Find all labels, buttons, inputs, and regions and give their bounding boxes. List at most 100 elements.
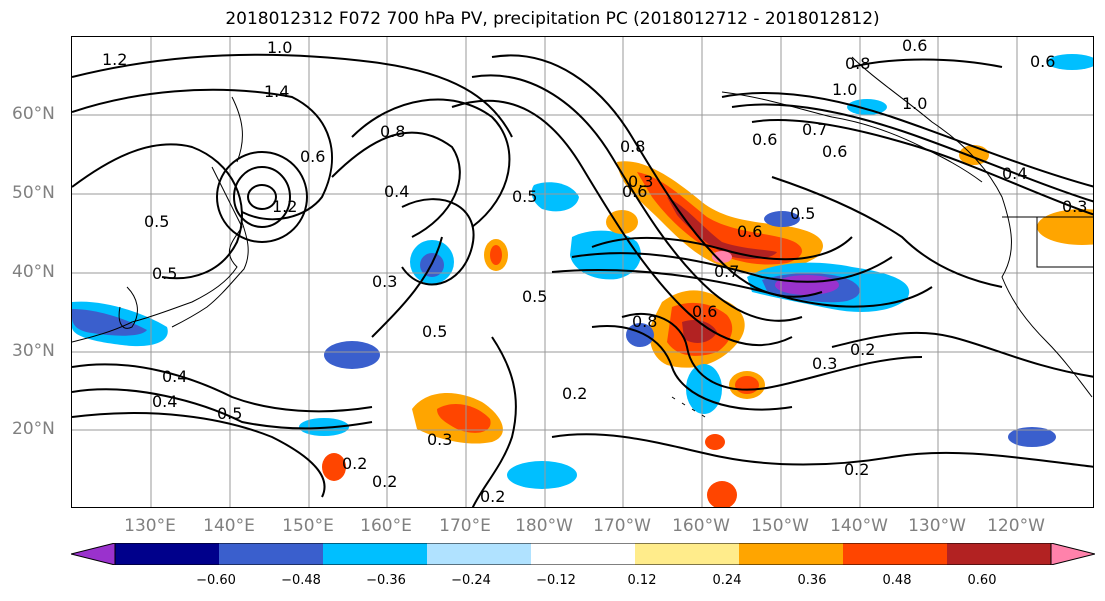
contour-label: 0.5 bbox=[152, 264, 177, 283]
precip-shading bbox=[72, 54, 1093, 507]
contour-label: 0.3 bbox=[427, 430, 452, 449]
contour-label: 0.3 bbox=[628, 172, 653, 191]
contour-label: 1.2 bbox=[272, 197, 297, 216]
korea-coast bbox=[118, 286, 138, 329]
pv-contour bbox=[451, 99, 793, 346]
pv-contour bbox=[247, 184, 277, 210]
lon-label: 130°W bbox=[908, 516, 966, 536]
contour-label: 0.4 bbox=[162, 367, 187, 386]
colorbar-segment bbox=[843, 543, 948, 565]
colorbar-segment bbox=[323, 543, 428, 565]
contour-label: 0.7 bbox=[802, 120, 827, 139]
pv-contour bbox=[72, 143, 243, 280]
contour-label: 1.0 bbox=[267, 38, 292, 57]
contour-label: 0.2 bbox=[850, 340, 875, 359]
pv-contour bbox=[751, 119, 1093, 216]
contour-label: 0.3 bbox=[1062, 197, 1087, 216]
precip-anomaly-wet-tropic-core bbox=[437, 404, 491, 433]
map-svg: 1.2 1.0 1.4 0.6 0.8 0.4 0.5 1.2 0.5 0.5 … bbox=[72, 37, 1093, 507]
contour-label: 0.2 bbox=[372, 472, 397, 491]
precip-anomaly-wet-peak bbox=[667, 197, 777, 260]
pv-contour bbox=[72, 363, 373, 413]
lon-label: 160°W bbox=[672, 516, 730, 536]
contour-label: 0.6 bbox=[752, 130, 777, 149]
contour-label: 0.6 bbox=[1030, 52, 1055, 71]
contour-label: 1.0 bbox=[902, 94, 927, 113]
pv-contour bbox=[571, 252, 893, 283]
precip-anomaly-dry-west-core bbox=[72, 309, 147, 336]
contour-label: 0.3 bbox=[812, 354, 837, 373]
pv-contour bbox=[72, 412, 326, 498]
precip-anomaly-wet-core bbox=[637, 172, 802, 265]
lat-label: 30°N bbox=[12, 341, 55, 361]
pv-contour bbox=[351, 98, 511, 228]
contour-label: 0.8 bbox=[845, 54, 870, 73]
lat-label: 50°N bbox=[12, 183, 55, 203]
pv-contour bbox=[621, 312, 923, 391]
precip-anomaly-wet-155w bbox=[707, 481, 737, 507]
pv-contour bbox=[831, 331, 1093, 378]
contour-label: 0.6 bbox=[692, 302, 717, 321]
colorbar-tick-label: 0.24 bbox=[712, 573, 742, 588]
pv-contour bbox=[216, 151, 308, 243]
pv-contour bbox=[371, 236, 443, 338]
kamchatka-coast bbox=[231, 96, 243, 163]
contour-label: 0.5 bbox=[522, 287, 547, 306]
hawaii-islands bbox=[671, 396, 706, 418]
colorbar-tick-label: −0.48 bbox=[281, 573, 321, 588]
colorbar-frame bbox=[114, 543, 1052, 565]
colorbar-segments bbox=[71, 543, 1095, 565]
pv-contour bbox=[471, 336, 517, 507]
precip-anomaly-dry-160e bbox=[324, 341, 380, 369]
lon-label: 150°W bbox=[751, 516, 809, 536]
colorbar-tick-label: 0.12 bbox=[627, 573, 657, 588]
lon-label: 140°E bbox=[203, 516, 255, 536]
contour-label: 0.7 bbox=[714, 262, 739, 281]
contour-label: 0.8 bbox=[620, 137, 645, 156]
pv-contours bbox=[72, 53, 1093, 507]
lon-label: 150°E bbox=[282, 516, 334, 536]
contour-label: 1.4 bbox=[264, 82, 289, 101]
coastlines bbox=[72, 56, 1093, 418]
contour-label: 0.6 bbox=[822, 142, 847, 161]
colorbar-tick-label: 0.36 bbox=[797, 573, 827, 588]
colorbar-tick-label: 0.48 bbox=[882, 573, 912, 588]
contour-label: 0.5 bbox=[512, 187, 537, 206]
pv-contour bbox=[591, 236, 853, 261]
alaska-coast bbox=[721, 91, 983, 183]
lon-label: 140°W bbox=[830, 516, 888, 536]
contour-label: 0.4 bbox=[152, 392, 177, 411]
pv-contour bbox=[471, 74, 803, 322]
contour-label: 0.3 bbox=[372, 272, 397, 291]
precip-anomaly-wet-150w-core bbox=[735, 376, 759, 394]
japan-coast bbox=[171, 221, 249, 328]
lon-label: 180°W bbox=[515, 516, 573, 536]
pv-contour bbox=[72, 53, 513, 138]
contour-label: 0.6 bbox=[622, 182, 647, 201]
precip-anomaly-dry-east-peak bbox=[775, 275, 839, 295]
precip-anomaly-wet-extreme bbox=[712, 251, 732, 263]
lat-label: 60°N bbox=[12, 104, 55, 124]
contour-label: 0.5 bbox=[217, 404, 242, 423]
contour-label: 0.4 bbox=[1002, 164, 1027, 183]
precip-anomaly-wet-125w bbox=[1037, 209, 1093, 245]
precip-anomaly-wet-175e-core bbox=[490, 245, 502, 265]
us-state-line bbox=[1036, 217, 1093, 268]
contour-labels: 1.2 1.0 1.4 0.6 0.8 0.4 0.5 1.2 0.5 0.5 … bbox=[102, 37, 1087, 506]
colorbar-tick-label: 0.60 bbox=[967, 573, 997, 588]
precip-anomaly-wet-south-peak bbox=[682, 320, 717, 343]
lon-label: 160°E bbox=[360, 516, 412, 536]
lon-label: 130°E bbox=[124, 516, 176, 536]
precip-anomaly-dry-170w bbox=[686, 364, 722, 414]
contour-label: 0.2 bbox=[844, 460, 869, 479]
contour-label: 0.6 bbox=[902, 37, 927, 55]
contour-label: 0.2 bbox=[342, 454, 367, 473]
pv-contour bbox=[233, 166, 291, 228]
pv-contour bbox=[551, 433, 1093, 468]
colorbar-tick-label: −0.36 bbox=[366, 573, 406, 588]
precip-anomaly-dry-125w bbox=[1008, 427, 1056, 447]
north-america-coast bbox=[851, 56, 1093, 398]
contour-label: 0.8 bbox=[380, 122, 405, 141]
graticule bbox=[72, 37, 1093, 507]
contour-label: 0.6 bbox=[737, 222, 762, 241]
